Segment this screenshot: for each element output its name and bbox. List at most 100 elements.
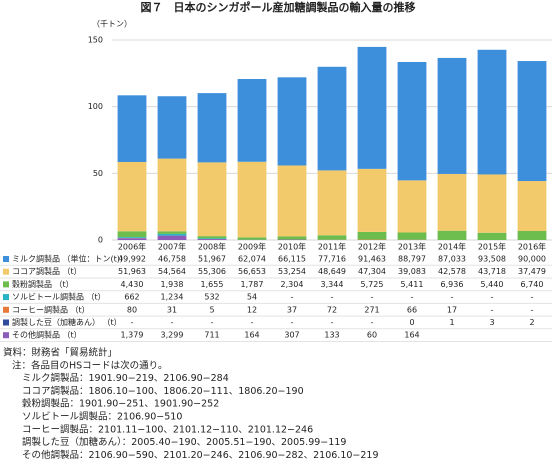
table-cell: 164 <box>244 331 259 340</box>
bar-segment <box>117 95 147 162</box>
bar-segment <box>317 66 347 171</box>
bar-segment <box>277 165 307 237</box>
note: ソルビトール調製品：2106.90−510 <box>22 411 182 423</box>
bar-segment <box>397 232 427 240</box>
table-cell: 3 <box>489 318 494 327</box>
note: 資料：財務省「貿易統計」 <box>3 347 117 359</box>
note: コーヒー調製品：2101.11−100、2101.12−110、2101.12−… <box>22 423 313 435</box>
table-cell: 37 <box>287 305 297 314</box>
bar-segment <box>117 237 147 239</box>
y-tick-label: 100 <box>88 102 103 111</box>
table-cell: - <box>451 293 454 302</box>
table-cell: - <box>171 318 174 327</box>
legend-swatch <box>3 256 9 262</box>
table-cell: 54 <box>247 293 257 302</box>
legend-label: その他調製品 （t） <box>12 330 82 340</box>
table-cell: 1,379 <box>121 331 144 340</box>
table-cell: 91,463 <box>358 255 386 264</box>
bar-segment <box>277 77 307 166</box>
y-unit: （千トン） <box>92 19 132 29</box>
table-cell: 12 <box>247 305 257 314</box>
table-cell: 1,234 <box>161 293 184 302</box>
table-cell: 1,655 <box>201 280 224 289</box>
bar-segment <box>317 235 347 240</box>
table-cell: 6,740 <box>521 280 544 289</box>
bar-segment <box>197 239 227 240</box>
bar-segment <box>117 238 147 240</box>
bar-segment <box>197 236 227 239</box>
legend-label: 調製した豆（加糖あん） （t） <box>12 317 122 327</box>
table-cell: 17 <box>447 305 457 314</box>
table-cell: 46,758 <box>158 255 186 264</box>
table-cell: 271 <box>364 305 379 314</box>
bar-segment <box>357 46 387 169</box>
x-tick-label: 2016年 <box>518 242 546 252</box>
table-cell: 72 <box>327 305 337 314</box>
table-cell: 2 <box>529 318 534 327</box>
table-cell: 5,440 <box>481 280 504 289</box>
table-cell: 66,115 <box>278 255 306 264</box>
bar-segment <box>157 235 187 240</box>
y-tick-label: 0 <box>98 236 103 245</box>
bar-segment <box>397 180 427 233</box>
note: その他調製品：2106.90−590、2101.20−246、2106.90−2… <box>22 449 379 460</box>
table-cell: - <box>251 318 254 327</box>
legend-swatch <box>3 294 9 301</box>
bar-segment <box>397 61 427 181</box>
legend-swatch <box>3 319 9 326</box>
table-cell: - <box>331 293 334 302</box>
bar-segment <box>517 61 547 182</box>
bar-segment <box>437 57 467 174</box>
bar-segment <box>117 161 147 232</box>
bar-segment <box>197 238 227 240</box>
y-tick-label: 50 <box>93 169 103 178</box>
bar-segment <box>477 174 507 233</box>
table-cell: 62,074 <box>238 255 266 264</box>
table-cell: 164 <box>404 331 419 340</box>
table-cell: 47,304 <box>358 267 386 276</box>
x-tick-label: 2007年 <box>158 242 186 252</box>
table-cell: 37,479 <box>518 267 546 276</box>
table-cell: 2,304 <box>281 280 304 289</box>
note: 調製した豆（加糖あん）：2005.40−190、2005.51−190、2005… <box>22 436 346 448</box>
table-cell: 133 <box>324 331 339 340</box>
table-cell: 662 <box>124 293 139 302</box>
table-cell: 54,564 <box>158 267 186 276</box>
x-tick-label: 2013年 <box>398 242 426 252</box>
table-cell: 88,797 <box>398 255 426 264</box>
table-cell: 1,938 <box>161 280 184 289</box>
bar-segment <box>477 49 507 175</box>
table-cell: 43,718 <box>478 267 506 276</box>
y-tick-label: 150 <box>88 36 103 45</box>
legend-label: コーヒー調製品 （t） <box>12 304 90 314</box>
table-cell: - <box>131 318 134 327</box>
bar-segment <box>517 181 547 232</box>
legend-swatch <box>3 306 9 313</box>
bar-segment <box>237 237 267 240</box>
table-cell: - <box>531 305 534 314</box>
bar-segment <box>437 230 467 240</box>
legend-label: ソルビトール調製品 （t） <box>12 292 106 302</box>
table-cell: 1 <box>449 318 454 327</box>
x-tick-label: 2012年 <box>358 242 386 252</box>
table-cell: 5 <box>209 305 214 314</box>
table-cell: 1,787 <box>241 280 264 289</box>
table-cell: 77,716 <box>318 255 346 264</box>
legend-label: ミルク調製品 （単位：トン(t)） <box>12 254 128 264</box>
bar-segment <box>517 231 547 240</box>
legend-swatch <box>3 268 9 275</box>
legend-label: ココア調製品 （t） <box>12 266 82 276</box>
x-tick-label: 2014年 <box>438 242 466 252</box>
table-cell: 49,992 <box>118 255 146 264</box>
table-cell: 87,033 <box>438 255 466 264</box>
table-cell: - <box>291 318 294 327</box>
table-cell: - <box>491 305 494 314</box>
table-cell: 80 <box>127 305 137 314</box>
x-tick-label: 2015年 <box>478 242 506 252</box>
table-cell: 711 <box>204 331 219 340</box>
table-cell: 4,430 <box>121 280 144 289</box>
bar-segment <box>237 79 267 162</box>
bar-segment <box>157 158 187 232</box>
legend-label: 穀粉調製品 （t） <box>12 279 74 289</box>
